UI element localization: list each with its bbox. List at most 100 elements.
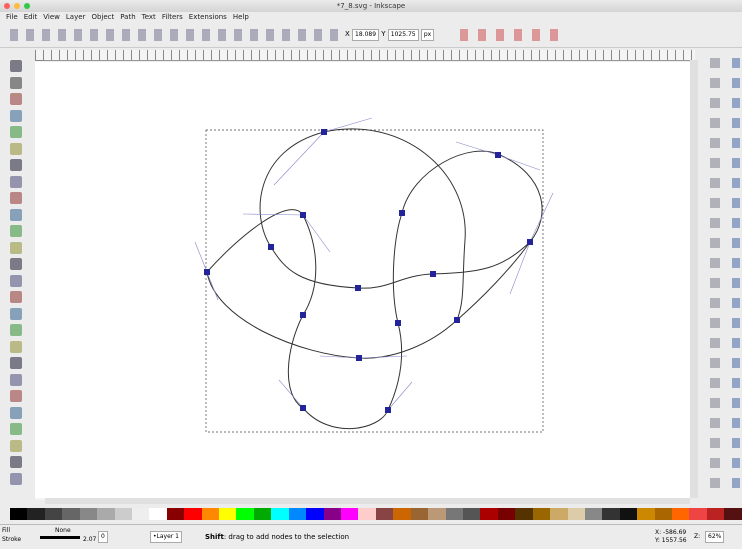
- swatch[interactable]: [707, 508, 724, 520]
- tool-button[interactable]: [10, 60, 22, 72]
- swatch[interactable]: [376, 508, 393, 520]
- tool-button[interactable]: [10, 275, 22, 287]
- swatch[interactable]: [480, 508, 497, 520]
- snap-button[interactable]: [732, 258, 740, 268]
- command-button[interactable]: [710, 478, 720, 488]
- tool-button[interactable]: [10, 110, 22, 122]
- swatch[interactable]: [306, 508, 323, 520]
- snap-button[interactable]: [732, 78, 740, 88]
- tool-button[interactable]: [10, 77, 22, 89]
- swatch[interactable]: [219, 508, 236, 520]
- command-button[interactable]: [710, 298, 720, 308]
- snap-button[interactable]: [732, 278, 740, 288]
- swatch[interactable]: [568, 508, 585, 520]
- tool-button[interactable]: [10, 209, 22, 221]
- menu-item[interactable]: Text: [142, 13, 156, 21]
- swatch[interactable]: [637, 508, 654, 520]
- tool-button[interactable]: [10, 407, 22, 419]
- swatch[interactable]: [585, 508, 602, 520]
- tool-button[interactable]: [10, 176, 22, 188]
- y-field[interactable]: 1025.75: [388, 29, 419, 41]
- snap-button[interactable]: [732, 338, 740, 348]
- menu-item[interactable]: Layer: [66, 13, 86, 21]
- swatch[interactable]: [655, 508, 672, 520]
- swatch[interactable]: [358, 508, 375, 520]
- zoom-button[interactable]: [24, 3, 30, 9]
- swatch[interactable]: [167, 508, 184, 520]
- tool-button[interactable]: [10, 456, 22, 468]
- menu-item[interactable]: View: [43, 13, 60, 21]
- snap-button[interactable]: [732, 398, 740, 408]
- unit-select[interactable]: px: [421, 29, 434, 41]
- swatch[interactable]: [115, 508, 132, 520]
- tool-button[interactable]: [10, 308, 22, 320]
- menu-item[interactable]: File: [6, 13, 18, 21]
- tool-button[interactable]: [10, 192, 22, 204]
- command-button[interactable]: [710, 378, 720, 388]
- swatch[interactable]: [236, 508, 253, 520]
- snap-button[interactable]: [732, 58, 740, 68]
- swatch[interactable]: [27, 508, 44, 520]
- swatch[interactable]: [341, 508, 358, 520]
- snap-button[interactable]: [732, 378, 740, 388]
- swatch[interactable]: [411, 508, 428, 520]
- snap-button[interactable]: [732, 178, 740, 188]
- path-curve[interactable]: [207, 151, 542, 429]
- snap-button[interactable]: [732, 358, 740, 368]
- minimize-button[interactable]: [14, 3, 20, 9]
- snap-button[interactable]: [732, 198, 740, 208]
- opacity-field[interactable]: 0: [98, 531, 108, 543]
- command-button[interactable]: [710, 78, 720, 88]
- swatch[interactable]: [393, 508, 410, 520]
- swatch[interactable]: [515, 508, 532, 520]
- menu-item[interactable]: Filters: [162, 13, 183, 21]
- close-button[interactable]: [4, 3, 10, 9]
- swatch[interactable]: [45, 508, 62, 520]
- tool-icons[interactable]: [10, 29, 340, 41]
- x-field[interactable]: 18.089: [352, 29, 379, 41]
- tool-button[interactable]: [10, 93, 22, 105]
- tool-button[interactable]: [10, 242, 22, 254]
- swatch[interactable]: [463, 508, 480, 520]
- swatch[interactable]: [202, 508, 219, 520]
- menu-item[interactable]: Path: [120, 13, 135, 21]
- swatch[interactable]: [498, 508, 515, 520]
- snap-button[interactable]: [732, 238, 740, 248]
- tool-button[interactable]: [10, 324, 22, 336]
- swatch[interactable]: [689, 508, 706, 520]
- command-button[interactable]: [710, 58, 720, 68]
- snap-button[interactable]: [732, 438, 740, 448]
- snap-icons[interactable]: [460, 29, 560, 41]
- swatch[interactable]: [271, 508, 288, 520]
- path-curve[interactable]: [260, 129, 530, 320]
- snap-button[interactable]: [732, 98, 740, 108]
- tool-button[interactable]: [10, 440, 22, 452]
- command-button[interactable]: [710, 138, 720, 148]
- tool-button[interactable]: [10, 390, 22, 402]
- command-button[interactable]: [710, 398, 720, 408]
- swatch[interactable]: [550, 508, 567, 520]
- tool-button[interactable]: [10, 357, 22, 369]
- nodes[interactable]: [204, 129, 533, 413]
- command-button[interactable]: [710, 418, 720, 428]
- horizontal-scrollbar[interactable]: [45, 498, 690, 504]
- command-button[interactable]: [710, 318, 720, 328]
- menu-item[interactable]: Edit: [24, 13, 38, 21]
- snap-button[interactable]: [732, 158, 740, 168]
- snap-button[interactable]: [732, 218, 740, 228]
- snap-button[interactable]: [732, 298, 740, 308]
- tool-button[interactable]: [10, 374, 22, 386]
- swatch[interactable]: [533, 508, 550, 520]
- swatch[interactable]: [10, 508, 27, 520]
- tool-button[interactable]: [10, 423, 22, 435]
- swatch[interactable]: [672, 508, 689, 520]
- command-button[interactable]: [710, 338, 720, 348]
- swatch[interactable]: [602, 508, 619, 520]
- zoom-field[interactable]: 62%: [705, 531, 724, 543]
- snap-button[interactable]: [732, 138, 740, 148]
- swatch[interactable]: [97, 508, 114, 520]
- tool-button[interactable]: [10, 143, 22, 155]
- swatch[interactable]: [132, 508, 149, 520]
- snap-button[interactable]: [732, 318, 740, 328]
- command-button[interactable]: [710, 358, 720, 368]
